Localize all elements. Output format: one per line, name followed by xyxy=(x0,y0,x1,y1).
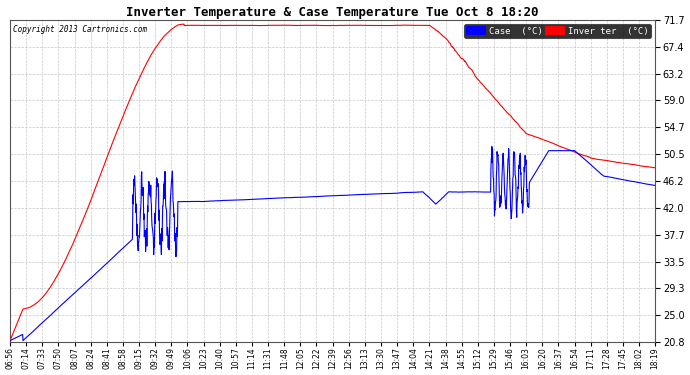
Legend: Case  (°C), Inver ter  (°C): Case (°C), Inver ter (°C) xyxy=(464,24,651,38)
Text: Copyright 2013 Cartronics.com: Copyright 2013 Cartronics.com xyxy=(13,24,148,33)
Title: Inverter Temperature & Case Temperature Tue Oct 8 18:20: Inverter Temperature & Case Temperature … xyxy=(126,6,539,18)
